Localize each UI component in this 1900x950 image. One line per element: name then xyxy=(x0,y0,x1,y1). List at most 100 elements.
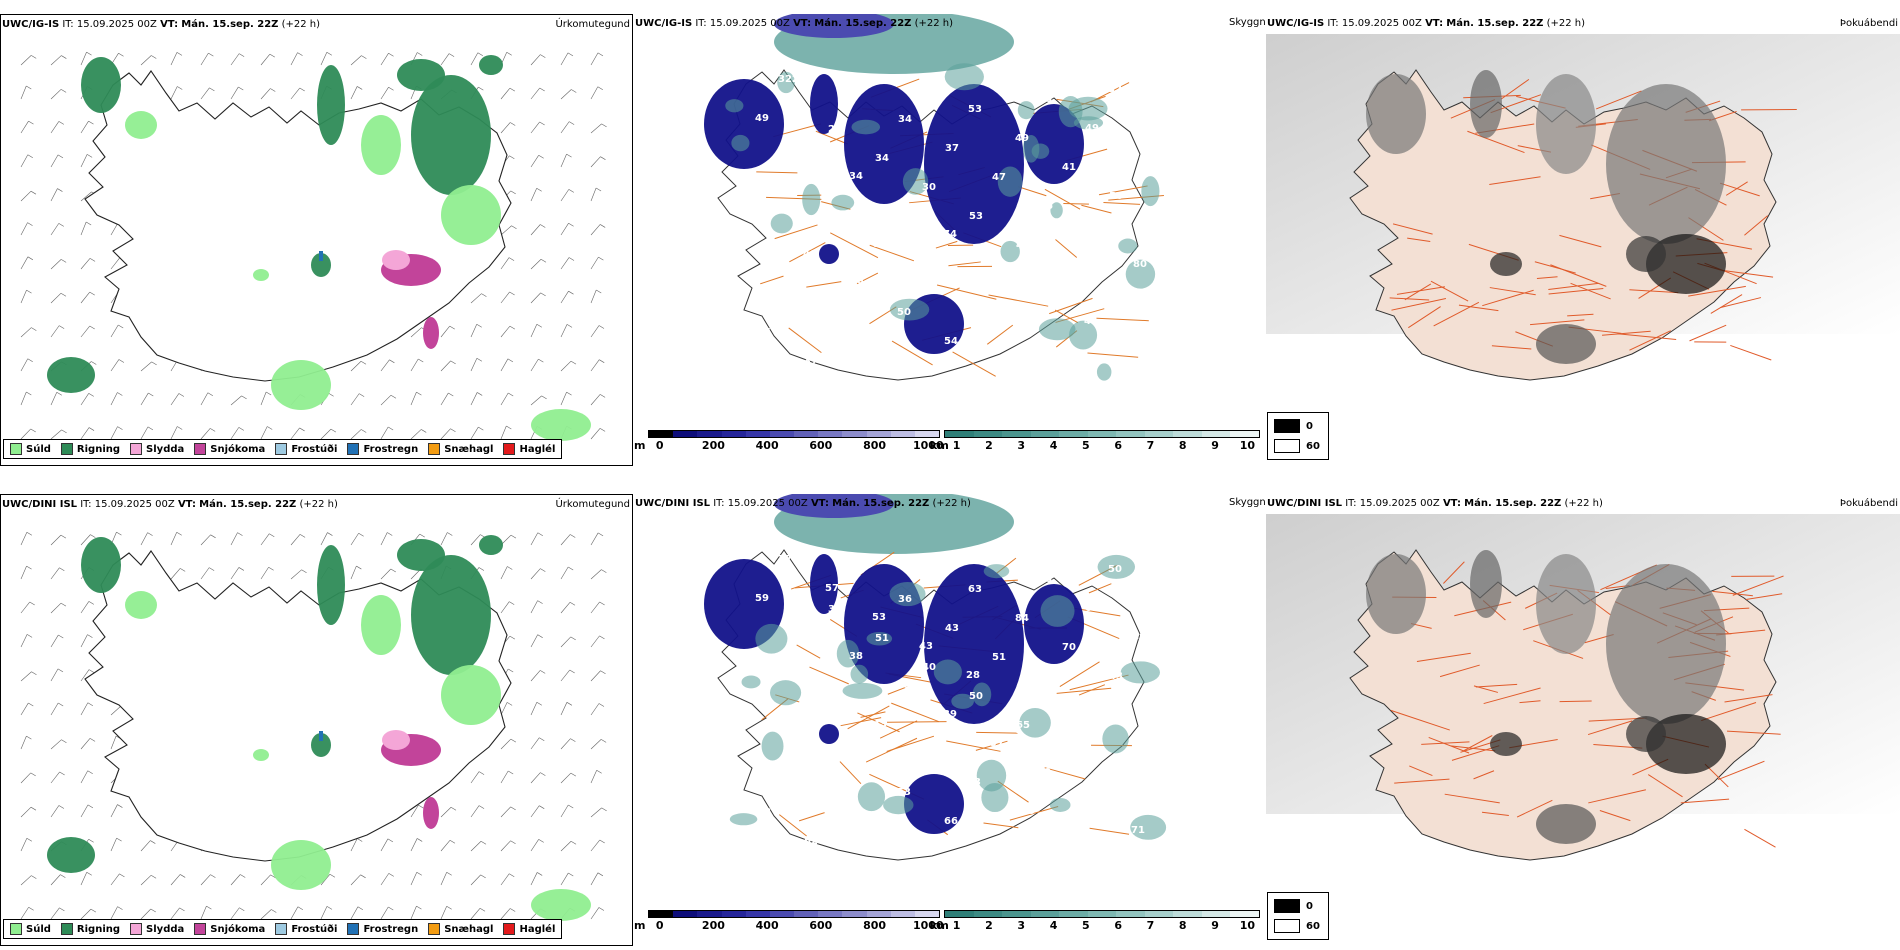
legend-label: Frostregn xyxy=(363,443,419,455)
cloud-value-label: 42 xyxy=(1014,326,1028,337)
colorbar-swatch xyxy=(945,431,974,437)
colorbar-swatch xyxy=(769,911,795,917)
colorbar-tick: 1000 xyxy=(913,439,944,452)
cloud-value-label: 49 xyxy=(1015,133,1029,144)
precip-type-legend: Súld Rigning Slydda Snjókoma Frostúði Frostre… xyxy=(3,919,563,939)
colorbar-swatch xyxy=(1116,911,1145,917)
colorbar-swatches xyxy=(944,910,1260,918)
colorbar-tick: 400 xyxy=(755,439,779,452)
cloud-value-label: 47 xyxy=(781,575,795,586)
colorbar-swatch xyxy=(973,431,1003,437)
cloud-value-label: 54 xyxy=(1132,152,1146,163)
legend-swatch xyxy=(10,923,22,935)
fog-label: Þokuábendi xyxy=(1839,498,1898,509)
colorbar-tick: 1 xyxy=(952,919,961,932)
colorbar-swatch xyxy=(890,431,915,437)
panel-title: UWC/IG-IS IT: 15.09.2025 00Z VT: Mán. 15… xyxy=(1267,18,1586,29)
legend-label: Rigning xyxy=(76,923,121,935)
visibility-label: Skyggni xyxy=(1229,497,1269,508)
iceland-outline xyxy=(84,70,512,382)
value-labels: 38 34 26 34 30 53 45 60 70 55 37 40 34 37 47 66 48 80 124 7… xyxy=(734,66,1152,376)
legend-item: Súld xyxy=(10,443,51,455)
colorbar-swatch xyxy=(1087,911,1117,917)
cloud-value-label: 49 xyxy=(755,113,769,124)
fog-legend-label: 0 xyxy=(1306,900,1313,912)
cloud-value-label: 38 xyxy=(849,651,863,662)
colorbar-swatch xyxy=(1230,911,1260,917)
cloud-value-label: 41 xyxy=(756,700,770,711)
fog-legend: 0 60 xyxy=(1267,412,1329,460)
fog-legend-swatch xyxy=(1274,419,1300,433)
cloud-value-label: 56 xyxy=(779,181,793,192)
fog-legend: 0 60 xyxy=(1267,892,1329,940)
cloud-value-label: 63 xyxy=(1084,796,1098,807)
cloud-value-label: 43 xyxy=(919,641,933,652)
cloud-value-label: 38 xyxy=(734,66,748,77)
cloud-panel-row2: UWC/DINI ISL IT: 15.09.2025 00Z VT: Mán.… xyxy=(634,494,1266,946)
cloud-value-label: 44 xyxy=(1084,316,1098,327)
precip-type-label: Úrkomutegund xyxy=(555,19,630,30)
cloud-value-label: 34 xyxy=(849,171,863,182)
cloud-value-label: 40 xyxy=(802,622,816,633)
colorbar-swatch xyxy=(914,431,940,437)
cloud-value-label: 34 xyxy=(875,153,889,164)
colorbar-swatch xyxy=(1030,431,1060,437)
colorbar-swatch xyxy=(649,911,674,917)
cloud-value-label: 83 xyxy=(850,758,864,769)
cloud-value-label: 30 xyxy=(1037,767,1051,778)
legend-label: Snjókoma xyxy=(210,923,266,935)
cloud-value-label: 60 xyxy=(896,200,910,211)
cloud-value-label: 51 xyxy=(875,633,889,644)
legend-label: Slydda xyxy=(146,443,185,455)
precip-type-panel-row1: UWC/IG-IS IT: 15.09.2025 00Z VT: Mán. 15… xyxy=(0,14,633,466)
colorbar-tick: 2 xyxy=(985,439,993,452)
cloud-value-label: 58 xyxy=(826,690,840,701)
cloud-value-label: 77 xyxy=(778,554,792,565)
cloud-value-label: 43 xyxy=(873,719,887,730)
colorbar-swatch xyxy=(721,431,746,437)
legend-label: Snjókoma xyxy=(210,443,266,455)
cloud-value-label: 57 xyxy=(1063,749,1077,760)
legend-item: Frostregn xyxy=(347,923,418,935)
colorbar-swatch xyxy=(769,431,795,437)
colorbar-swatches xyxy=(648,910,940,918)
cloud-value-label: 39 xyxy=(943,709,957,720)
cloud-value-label: 40 xyxy=(922,662,936,673)
cloud-value-label: 75 xyxy=(874,826,888,837)
cloud-value-label: 60 xyxy=(1038,574,1052,585)
fog-legend-item: 60 xyxy=(1274,439,1320,453)
cloud-value-label: 71 xyxy=(991,845,1005,856)
cloud-value-label: 34 xyxy=(898,114,912,125)
legend-label: Snæhagl xyxy=(444,923,494,935)
precip-type-label: Úrkomutegund xyxy=(555,499,630,510)
fog-legend-swatch xyxy=(1274,899,1300,913)
cloud-value-label: 74 xyxy=(921,555,935,566)
cloud-value-label: 48 xyxy=(1086,230,1100,241)
colorbar-swatch xyxy=(1144,431,1174,437)
legend-swatch xyxy=(503,443,516,455)
cloud-value-label: 43 xyxy=(967,777,981,788)
cloud-value-label: 42 xyxy=(802,142,816,153)
cloud-value-label: 40 xyxy=(851,85,865,96)
legend-swatch xyxy=(428,923,441,935)
cloud-value-label: 47 xyxy=(992,172,1006,183)
colorbar-tick: 7 xyxy=(1146,439,1155,452)
cloud-value-label: 49 xyxy=(1085,123,1099,134)
colorbar-tick: 4 xyxy=(1049,439,1058,452)
legend-item: Frostúði xyxy=(275,923,337,935)
cloud-value-label: 77 xyxy=(827,317,841,328)
legend-item: Haglél xyxy=(503,923,555,935)
cloud-value-label: 39 xyxy=(826,210,840,221)
colorbar-swatch xyxy=(1144,911,1174,917)
cloud-value-label: 40 xyxy=(1038,94,1052,105)
colorbar-swatch xyxy=(1173,911,1202,917)
colorbar-tick: 7 xyxy=(1146,919,1155,932)
cloud-value-label: 67 xyxy=(779,661,793,672)
legend-swatch xyxy=(60,443,73,455)
fog-map xyxy=(1266,34,1900,381)
cloud-value-label: 66 xyxy=(1039,201,1053,212)
legend-label: Frostregn xyxy=(363,923,419,935)
colorbar-swatch xyxy=(1230,431,1260,437)
colorbar-tick: 600 xyxy=(809,919,833,932)
fog-legend-item: 0 xyxy=(1274,899,1313,913)
